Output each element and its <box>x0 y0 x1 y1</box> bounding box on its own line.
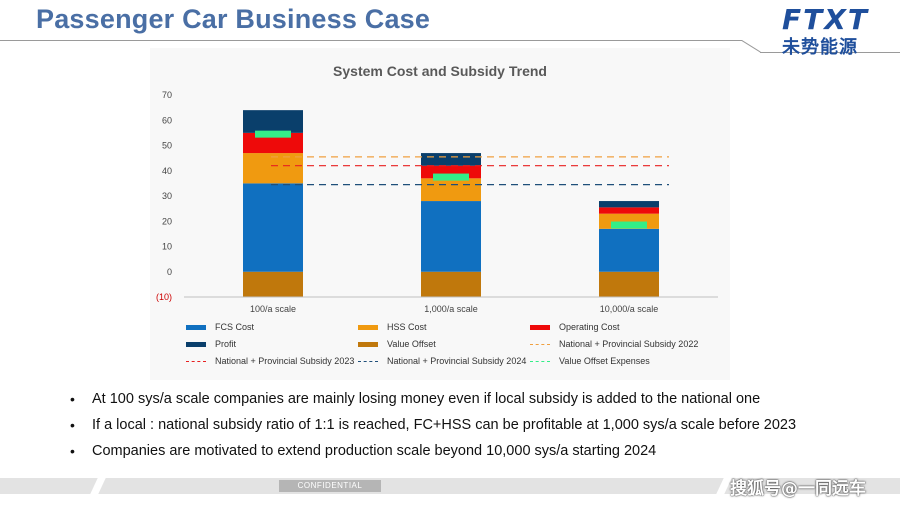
legend-label: Profit <box>215 339 237 349</box>
legend-item: Operating Cost <box>530 320 620 334</box>
logo-subtitle: 未势能源 <box>782 37 858 58</box>
legend-swatch <box>358 360 378 362</box>
legend-swatch <box>186 360 206 362</box>
legend-item: Profit <box>186 337 236 351</box>
marker-value-offset-expenses <box>255 130 291 138</box>
chart-panel: System Cost and Subsidy Trend (10) 0 10 20 3… <box>150 48 730 380</box>
slide-title: Passenger Car Business Case <box>36 4 431 34</box>
y-tick-label: 40 <box>162 166 172 176</box>
legend-label: HSS Cost <box>387 322 427 332</box>
bar-fcs-cost <box>421 201 481 272</box>
bullet-point: If a local : national subsidy ratio of 1… <box>70 412 870 438</box>
legend-label: Value Offset Expenses <box>559 356 650 366</box>
bar-fcs-cost <box>243 183 303 272</box>
marker-value-offset-expenses <box>433 173 469 181</box>
y-tick-label: (10) <box>156 292 172 302</box>
logo-mark: FTXT <box>782 3 869 36</box>
y-tick-label: 50 <box>162 141 172 151</box>
bar-operating-cost <box>599 207 659 214</box>
header-divider <box>0 40 742 41</box>
bar-profit <box>599 201 659 208</box>
legend-label: Operating Cost <box>559 322 620 332</box>
chart-title: System Cost and Subsidy Trend <box>333 63 547 79</box>
header-divider-right <box>760 52 900 53</box>
legend-label: FCS Cost <box>215 322 255 332</box>
legend-item: HSS Cost <box>358 320 427 334</box>
legend-label: National + Provincial Subsidy 2022 <box>559 339 699 349</box>
legend-label: Value Offset <box>387 339 436 349</box>
bar-operating-cost <box>243 132 303 154</box>
legend-item: Value Offset Expenses <box>530 354 650 368</box>
x-tick-label: 100/a scale <box>250 304 296 314</box>
legend-swatch <box>186 324 206 330</box>
legend-item: National + Provincial Subsidy 2023 <box>186 354 354 368</box>
bullet-point: Companies are motivated to extend produc… <box>70 438 870 464</box>
legend-label: National + Provincial Subsidy 2024 <box>387 356 527 366</box>
marker-value-offset-expenses <box>611 221 647 229</box>
y-tick-label: 30 <box>162 191 172 201</box>
legend-swatch <box>186 341 206 347</box>
legend-item: National + Provincial Subsidy 2024 <box>358 354 526 368</box>
bar-value-offset <box>599 271 659 297</box>
bar-profit <box>421 153 481 166</box>
legend-swatch <box>358 324 378 330</box>
y-tick-label: 60 <box>162 115 172 125</box>
header-divider-slant <box>741 40 761 53</box>
x-tick-label: 1,000/a scale <box>424 304 478 314</box>
legend-swatch <box>530 343 550 345</box>
key-points-list: At 100 sys/a scale companies are mainly … <box>70 386 870 464</box>
legend-item: FCS Cost <box>186 320 254 334</box>
y-tick-label: 70 <box>162 90 172 100</box>
bullet-point: At 100 sys/a scale companies are mainly … <box>70 386 870 412</box>
bar-fcs-cost <box>599 228 659 272</box>
y-tick-label: 0 <box>167 267 172 277</box>
footer-bar <box>0 478 900 494</box>
legend-swatch <box>358 341 378 347</box>
legend-item: National + Provincial Subsidy 2022 <box>530 337 698 351</box>
legend-label: National + Provincial Subsidy 2023 <box>215 356 355 366</box>
confidential-label: CONFIDENTIAL <box>279 480 381 492</box>
bar-profit <box>243 110 303 133</box>
legend-swatch <box>530 324 550 330</box>
y-tick-label: 10 <box>162 242 172 252</box>
legend-item: Value Offset <box>358 337 436 351</box>
y-tick-label: 20 <box>162 216 172 226</box>
bar-value-offset <box>243 271 303 297</box>
chart-legend: FCS Cost HSS Cost Operating Cost Profit Valu… <box>186 320 726 380</box>
company-logo: FTXT 未势能源 <box>768 3 898 58</box>
legend-swatch <box>530 360 550 362</box>
watermark: 搜狐号@一同远车 <box>730 479 866 499</box>
bar-hss-cost <box>421 178 481 202</box>
cost-subsidy-chart: System Cost and Subsidy Trend (10) 0 10 20 3… <box>156 63 718 314</box>
bar-hss-cost <box>243 153 303 184</box>
bar-value-offset <box>421 271 481 297</box>
x-tick-label: 10,000/a scale <box>600 304 659 314</box>
